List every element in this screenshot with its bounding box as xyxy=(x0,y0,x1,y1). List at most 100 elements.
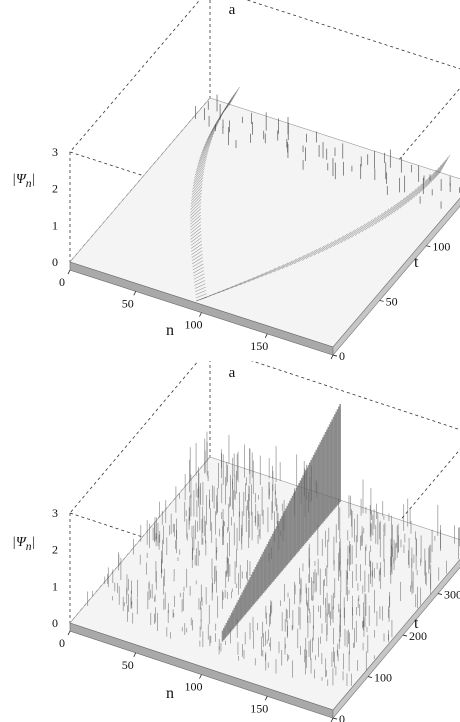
z-tick-label: 1 xyxy=(52,579,58,593)
wavefront-stroke xyxy=(381,206,393,221)
y-tick-mark xyxy=(379,300,384,302)
wavefront-stroke xyxy=(277,262,289,271)
wavefront-stroke xyxy=(190,205,202,216)
y-tick-label: 100 xyxy=(432,240,450,254)
x-tick-label: 150 xyxy=(250,339,268,353)
x-tick-mark xyxy=(330,354,334,360)
wavefront-stroke xyxy=(351,225,363,238)
wavefront-stroke xyxy=(332,235,344,247)
wavefront-stroke xyxy=(336,233,348,246)
wavefront-stroke xyxy=(368,215,380,229)
wavefront-stroke xyxy=(190,208,202,219)
x-tick-label: 150 xyxy=(250,701,268,715)
wavefront-stroke xyxy=(191,180,203,193)
wavefront-stroke xyxy=(402,190,414,207)
wavefront-stroke xyxy=(191,247,203,255)
wavefront-stroke xyxy=(415,179,428,196)
wavefront-stroke xyxy=(190,224,202,234)
y-tick-mark xyxy=(402,634,408,637)
wavefront-stroke xyxy=(190,237,202,246)
wavefront-stroke xyxy=(437,157,449,176)
wavefront-stroke xyxy=(248,275,259,283)
wavefront-stroke xyxy=(207,121,219,138)
z-tick-label: 2 xyxy=(52,543,58,557)
y-axis-label: t xyxy=(414,254,419,271)
x-tick-label: 50 xyxy=(122,658,134,672)
wavefront-stroke xyxy=(202,135,214,151)
wavefront-stroke xyxy=(190,218,201,228)
wavefront-stroke xyxy=(204,130,216,146)
wavefront-stroke xyxy=(190,234,202,243)
z-tick-label: 1 xyxy=(52,218,58,232)
wavefront-stroke xyxy=(365,217,377,231)
x-tick-mark xyxy=(67,269,71,275)
wavefront-stroke xyxy=(243,277,255,284)
y-tick-label: 0 xyxy=(339,712,345,722)
y-tick-mark xyxy=(437,593,443,595)
wavefront-stroke xyxy=(256,271,268,279)
z-axis-label: |Ψn| xyxy=(12,535,36,553)
wavefront-stroke xyxy=(371,212,383,227)
x-tick-label: 0 xyxy=(59,636,65,650)
x-tick-mark xyxy=(199,312,202,317)
wavefront-stroke xyxy=(418,176,430,194)
wavefront-stroke xyxy=(192,266,204,274)
wavefront-stroke xyxy=(191,183,203,196)
wavefront-stroke xyxy=(340,231,352,244)
wavefront-stroke xyxy=(390,199,402,215)
bounding-box-top xyxy=(69,0,460,238)
wavefront-stroke xyxy=(378,208,390,223)
wavefront-stroke xyxy=(193,276,205,283)
wavefront-stroke xyxy=(298,252,309,263)
wavefront-stroke xyxy=(432,162,444,181)
wavefront-stroke xyxy=(191,186,203,199)
wavefront-stroke xyxy=(190,202,202,213)
wavefront-stroke xyxy=(260,269,272,278)
x-axis-label: n xyxy=(166,685,174,702)
wavefront-stroke xyxy=(195,159,207,173)
wavefront-stroke xyxy=(273,264,285,273)
x-tick-label: 100 xyxy=(185,318,203,332)
wavefront-stroke xyxy=(408,186,420,203)
y-tick-mark xyxy=(426,245,431,248)
wavefront-stroke xyxy=(197,150,209,165)
wavefront-stroke xyxy=(423,172,435,190)
wavefront-stroke xyxy=(194,283,206,289)
wavefront-stroke xyxy=(405,188,417,205)
wavefront-stroke xyxy=(235,280,247,287)
wavefront-stroke xyxy=(192,263,204,271)
wavefront-stroke xyxy=(190,192,202,204)
wavefront-stroke xyxy=(321,241,333,253)
plot-title: a xyxy=(228,2,236,18)
wavefront-stroke xyxy=(434,159,446,179)
y-tick-label: 0 xyxy=(339,349,345,361)
wavefront-stroke xyxy=(302,251,313,261)
y-tick-label: 50 xyxy=(386,294,398,308)
wavefront-stroke xyxy=(193,270,205,277)
wavefront-stroke xyxy=(192,177,204,190)
surface-plot-top: 0501001502000501001500123 a |Ψn| n t xyxy=(12,0,460,361)
wavefront-stroke xyxy=(192,257,203,265)
x-tick-mark xyxy=(67,630,71,636)
wavefront-stroke xyxy=(203,132,215,149)
wavefront-stroke xyxy=(217,287,229,294)
wavefront-stroke xyxy=(384,204,396,219)
wavefront-stroke xyxy=(329,237,341,249)
wavefront-stroke xyxy=(199,144,211,159)
wavefront-stroke xyxy=(413,181,425,199)
wavefront-stroke xyxy=(293,254,305,265)
wavefront-stroke xyxy=(190,227,202,237)
surface-side-slab xyxy=(332,558,460,719)
wavefront-stroke xyxy=(194,162,206,176)
wavefront-stroke xyxy=(200,141,212,157)
x-tick-mark xyxy=(330,717,334,722)
z-tick-label: 3 xyxy=(52,506,58,520)
wavefront-stroke xyxy=(190,230,202,240)
wavefront-stroke xyxy=(410,183,422,201)
wavefront-stroke xyxy=(313,245,325,256)
wavefront-stroke xyxy=(347,227,359,240)
wavefront-stroke xyxy=(190,214,201,225)
wavefront-stroke xyxy=(195,286,206,292)
wavefront-stroke xyxy=(305,249,317,260)
wavefront-stroke xyxy=(191,244,202,252)
